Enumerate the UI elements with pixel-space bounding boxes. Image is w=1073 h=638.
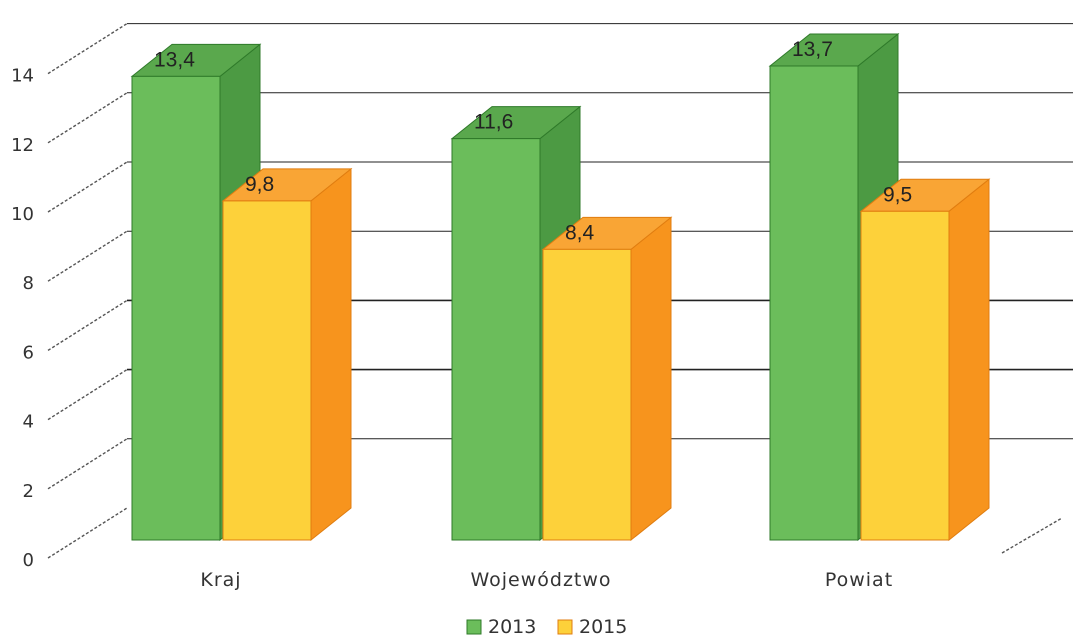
y-axis-wall-line bbox=[47, 23, 128, 75]
legend-swatch-2015 bbox=[557, 619, 573, 635]
y-tick-label: 14 bbox=[11, 66, 34, 87]
y-tick-label: 2 bbox=[23, 481, 34, 502]
y-tick-label: 10 bbox=[11, 204, 34, 225]
y-tick-label: 8 bbox=[23, 273, 34, 294]
data-labels: 13,4 9,8 11,6 8,4 13,7 9,5 bbox=[154, 38, 912, 244]
y-axis-wall-line bbox=[47, 438, 128, 490]
bar-2015-1 bbox=[541, 216, 673, 542]
legend-label-2015: 2015 bbox=[579, 616, 627, 638]
y-axis-wall-line bbox=[47, 92, 128, 144]
y-axis-wall-line bbox=[47, 369, 128, 421]
x-tick-label: Województwo bbox=[470, 569, 611, 591]
legend-swatch-2013 bbox=[466, 619, 482, 635]
y-tick-label: 4 bbox=[23, 412, 34, 433]
bar-2015-2 bbox=[859, 178, 991, 542]
data-label-2013-2: 13,7 bbox=[792, 38, 833, 61]
bar-2015-1-front bbox=[542, 248, 632, 541]
bar-2015-1-side bbox=[630, 216, 672, 542]
bar-2015-0-front bbox=[222, 200, 312, 541]
y-axis-wall-line bbox=[47, 230, 128, 282]
y-tick-label: 12 bbox=[11, 135, 34, 156]
bar-2013-1-front bbox=[451, 138, 541, 541]
bar-2015-0 bbox=[221, 167, 353, 542]
bar-2013-2-front bbox=[769, 65, 859, 541]
y-tick-label: 0 bbox=[23, 550, 34, 571]
y-axis-wall-line bbox=[47, 507, 128, 559]
bar-2015-0-side bbox=[310, 167, 352, 542]
y-axis-wall-line bbox=[47, 161, 128, 213]
legend: 2013 2015 bbox=[466, 616, 627, 638]
bar-2015-2-front bbox=[860, 210, 950, 541]
legend-label-2013: 2013 bbox=[488, 616, 536, 638]
data-label-2015-2: 9,5 bbox=[883, 183, 912, 206]
x-tick-label: Kraj bbox=[200, 569, 241, 591]
y-axis-wall-line bbox=[47, 299, 128, 351]
bar-2013-0 bbox=[130, 43, 262, 542]
data-label-2015-0: 9,8 bbox=[245, 173, 274, 196]
bar-2013-0-front bbox=[131, 75, 221, 541]
x-tick-label: Powiat bbox=[825, 569, 893, 591]
y-axis: 0 2 4 6 8 10 12 14 bbox=[11, 23, 1063, 571]
bars bbox=[130, 32, 991, 542]
y-tick-label: 6 bbox=[23, 342, 34, 363]
x-axis-categories: Kraj Województwo Powiat bbox=[200, 569, 893, 591]
floor-edge-line bbox=[1001, 517, 1063, 554]
data-label-2013-0: 13,4 bbox=[154, 48, 195, 71]
data-label-2015-1: 8,4 bbox=[565, 221, 595, 244]
data-label-2013-1: 11,6 bbox=[474, 111, 513, 134]
bar-2015-2-side bbox=[948, 178, 990, 542]
